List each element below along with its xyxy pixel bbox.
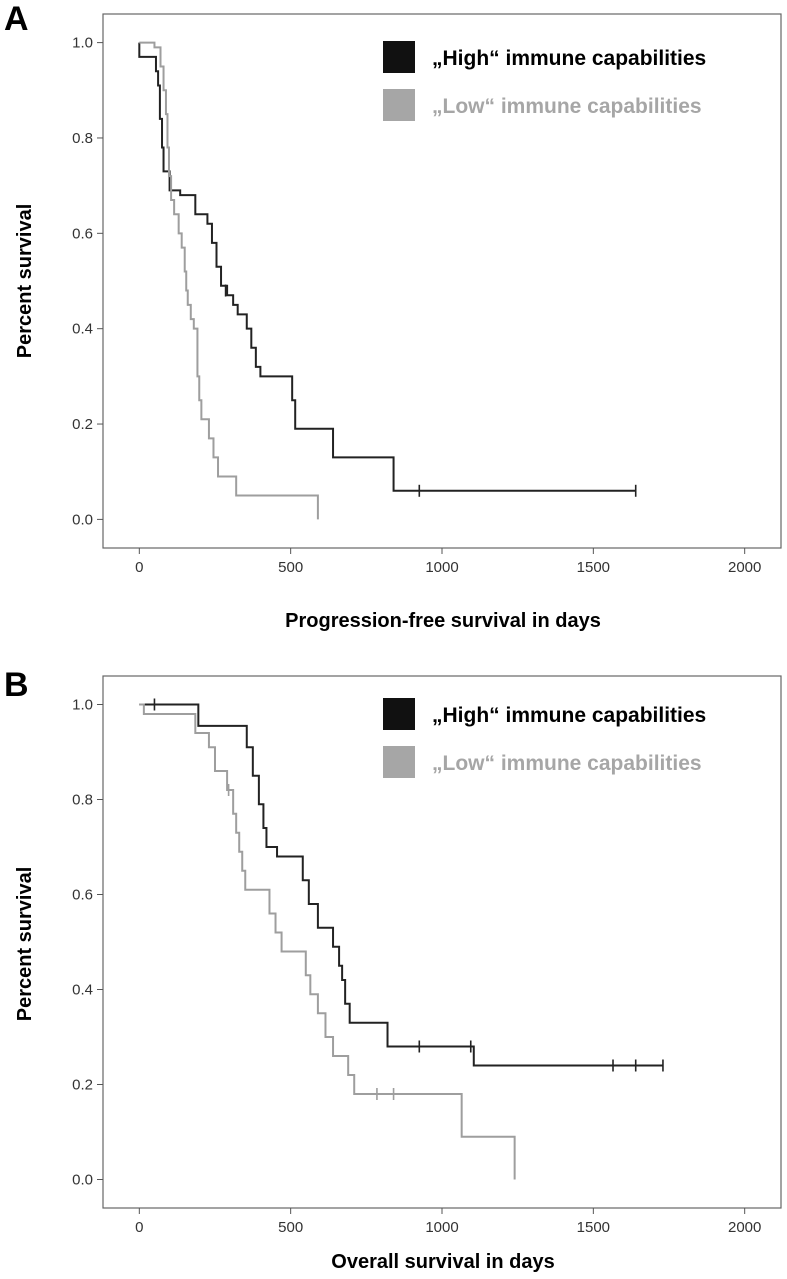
- panel-a-x-tick-label: 500: [278, 559, 303, 576]
- panel-a-y-tick-label: 1.0: [72, 35, 93, 52]
- panel-a-series: [138, 41, 637, 520]
- panel-b-y-tick-label: 1.0: [72, 697, 93, 714]
- panel-a-x-tick-label: 0: [135, 559, 143, 576]
- panel-b-y-ticks: 0.0 0.2 0.4 0.6 0.8 1.0: [72, 697, 103, 1189]
- panel-b-x-tick-label: 500: [278, 1219, 303, 1236]
- panel-a-legend-swatch-low: [383, 89, 415, 121]
- panel-a-legend-swatch-high: [383, 41, 415, 73]
- panel-b-series: [139, 698, 664, 1180]
- panel-a-y-tick-label: 0.6: [72, 225, 93, 242]
- panel-b-legend-swatch-high: [383, 698, 415, 730]
- panel-b-y-tick-label: 0.2: [72, 1077, 93, 1094]
- panel-a-x-tick-label: 1000: [425, 559, 458, 576]
- panel-b-y-tick-label: 0.8: [72, 792, 93, 809]
- panel-a-legend-label-high: „High“ immune capabilities: [432, 47, 706, 70]
- panel-a: A 0 500 1000 1500 2000 0.0 0.2 0.4 0.6 0.8 1.0 Pr…: [4, 0, 782, 632]
- panel-b-x-ticks: 0 500 1000 1500 2000: [135, 1208, 761, 1236]
- panel-b-legend-label-low: „Low“ immune capabilities: [432, 752, 702, 775]
- panel-b-y-tick-label: 0.0: [72, 1172, 93, 1189]
- panel-b-y-axis-title: Percent survival: [14, 867, 36, 1022]
- panel-a-letter: A: [4, 0, 29, 38]
- panel-a-x-axis-title: Progression-free survival in days: [285, 610, 601, 632]
- panel-b-y-tick-label: 0.4: [72, 982, 93, 999]
- panel-b-series-line-low: [139, 703, 516, 1180]
- panel-a-legend-label-low: „Low“ immune capabilities: [432, 95, 702, 118]
- panel-b-y-tick-label: 0.6: [72, 887, 93, 904]
- panel-b-x-axis-title: Overall survival in days: [331, 1251, 554, 1273]
- panel-b-legend-swatch-low: [383, 746, 415, 778]
- panel-b-legend-label-high: „High“ immune capabilities: [432, 704, 706, 727]
- panel-b-x-tick-label: 1000: [425, 1219, 458, 1236]
- panel-a-series-line-high: [138, 42, 636, 492]
- panel-b-letter: B: [4, 666, 29, 704]
- panel-b-series-line-high: [139, 703, 663, 1067]
- panel-a-series-line-low: [139, 41, 319, 520]
- panel-b-legend: „High“ immune capabilities „Low“ immune …: [383, 698, 706, 778]
- panel-b-x-tick-label: 2000: [728, 1219, 761, 1236]
- panel-a-y-tick-label: 0.0: [72, 511, 93, 528]
- panel-a-y-tick-label: 0.8: [72, 130, 93, 147]
- panel-a-x-tick-label: 1500: [577, 559, 610, 576]
- panel-a-y-ticks: 0.0 0.2 0.4 0.6 0.8 1.0: [72, 35, 103, 528]
- panel-a-y-tick-label: 0.2: [72, 416, 93, 433]
- panel-a-y-axis-title: Percent survival: [14, 204, 36, 359]
- panel-b: B 0 500 1000 1500 2000 0.0 0.2 0.4 0.6 0.8 1.0 Ov…: [4, 666, 782, 1273]
- panel-a-x-tick-label: 2000: [728, 559, 761, 576]
- panel-a-y-tick-label: 0.4: [72, 321, 93, 338]
- panel-b-x-tick-label: 1500: [577, 1219, 610, 1236]
- panel-a-legend: „High“ immune capabilities „Low“ immune …: [383, 41, 706, 121]
- panel-a-x-ticks: 0 500 1000 1500 2000: [135, 548, 761, 576]
- panel-b-x-tick-label: 0: [135, 1219, 143, 1236]
